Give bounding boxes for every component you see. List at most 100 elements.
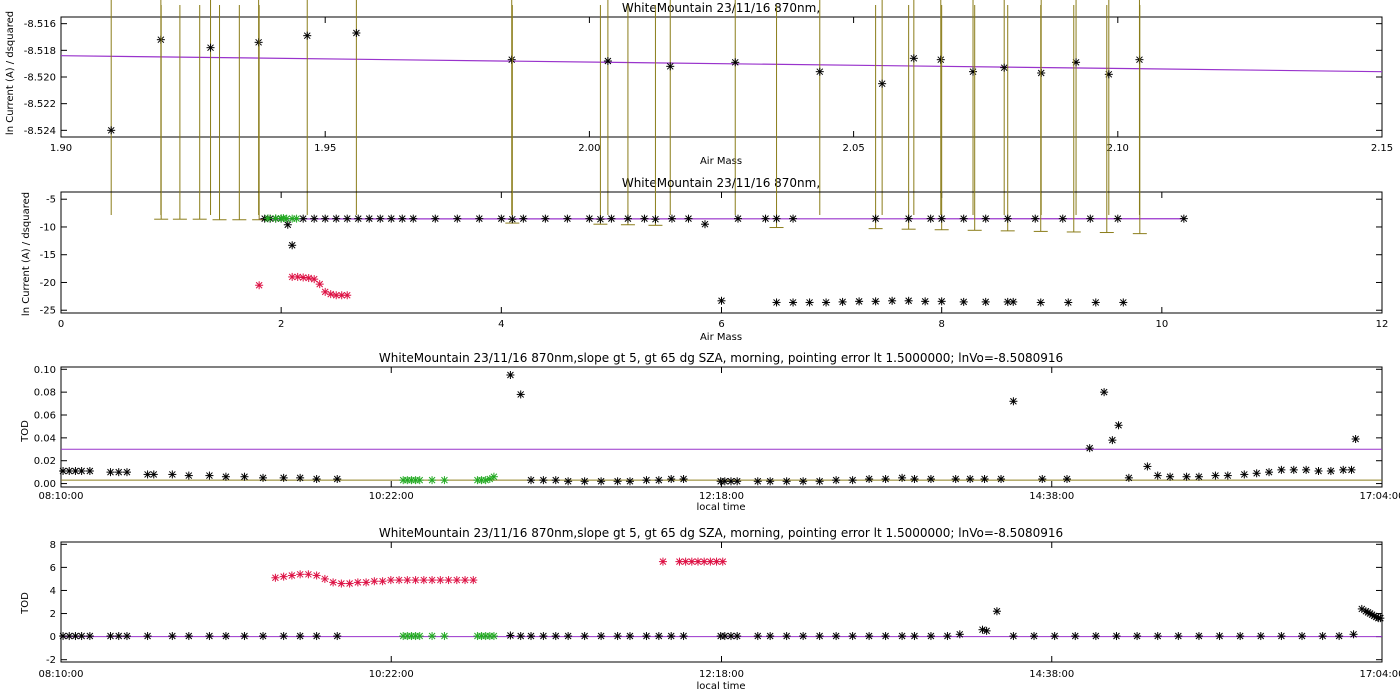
data-point (85, 632, 94, 641)
data-point (326, 290, 335, 299)
data-point-stroke (676, 558, 683, 565)
data-point (453, 214, 462, 223)
data-point (1194, 472, 1203, 481)
data-point (304, 274, 313, 283)
data-point (279, 572, 288, 581)
data-point-stroke (1010, 632, 1017, 640)
data-point (332, 214, 341, 223)
data-point (299, 273, 308, 282)
data-point-stroke (982, 298, 990, 306)
x-tick-label: 4 (498, 319, 504, 330)
data-point-stroke (816, 68, 824, 76)
data-point-stroke (927, 215, 935, 222)
data-point (642, 632, 651, 641)
x-axis-label: Air Mass (700, 156, 742, 167)
data-point-stroke (416, 632, 424, 640)
data-point-stroke (428, 576, 436, 584)
data-point (700, 557, 709, 566)
x-axis-label: local time (696, 502, 745, 513)
data-point (1252, 469, 1261, 478)
data-point (761, 214, 770, 223)
x-tick-label: 08:10:00 (39, 491, 84, 502)
data-point-stroke (643, 632, 650, 640)
data-point-stroke (718, 297, 725, 305)
data-point-stroke (343, 215, 351, 222)
data-point-stroke (185, 472, 193, 479)
data-point (114, 632, 123, 641)
data-point (926, 632, 935, 641)
y-tick-label: 2 (50, 609, 56, 620)
data-point (789, 298, 798, 307)
data-point-stroke (1339, 466, 1347, 474)
data-point-stroke (1216, 632, 1223, 640)
data-point-stroke (370, 577, 378, 585)
data-point-stroke (482, 476, 490, 484)
data-point-stroke (773, 299, 780, 306)
data-point (679, 632, 688, 641)
data-point (419, 576, 428, 585)
y-tick-label: -8.522 (24, 99, 56, 110)
data-point-stroke (420, 576, 428, 584)
data-point (1179, 214, 1188, 223)
y-tick-label: 8 (50, 540, 56, 551)
data-point-stroke (343, 291, 351, 299)
data-point-stroke (993, 607, 1001, 615)
data-point-stroke (259, 632, 267, 640)
y-tick-label: 0.00 (34, 479, 56, 490)
data-point-stroke (365, 215, 373, 222)
data-point-stroke (313, 632, 320, 640)
data-point (362, 578, 371, 587)
data-point (881, 632, 890, 641)
data-point-stroke (1031, 215, 1039, 222)
data-point (848, 476, 857, 485)
data-point (333, 475, 342, 483)
data-point-stroke (700, 558, 708, 565)
data-point-stroke (682, 558, 689, 565)
data-point-stroke (727, 632, 735, 640)
data-point-stroke (1059, 215, 1067, 222)
data-point-stroke (395, 576, 403, 584)
data-point (937, 297, 946, 306)
y-tick-label: 0.06 (34, 411, 56, 422)
data-point (114, 468, 123, 477)
data-point (1085, 444, 1094, 453)
data-point (603, 57, 612, 65)
data-point-stroke (734, 215, 742, 222)
data-point-stroke (412, 576, 419, 584)
data-point (855, 297, 864, 306)
data-point (516, 632, 525, 641)
data-point (507, 55, 516, 64)
data-point-stroke (1265, 468, 1273, 476)
data-point (992, 607, 1001, 616)
data-point (1349, 630, 1358, 639)
data-point (1351, 435, 1360, 443)
data-point-stroke (346, 580, 353, 587)
data-point (640, 214, 649, 223)
data-point-stroke (272, 574, 279, 582)
data-point (519, 214, 528, 223)
data-point (1104, 70, 1113, 79)
data-point-stroke (72, 632, 79, 640)
data-point-stroke (222, 632, 230, 640)
data-point (731, 58, 740, 67)
data-point (623, 214, 632, 223)
data-point-stroke (666, 62, 674, 70)
data-point-stroke (586, 215, 593, 222)
data-point-stroke (115, 468, 123, 476)
x-tick-label: 12:18:00 (699, 491, 744, 502)
data-point-stroke (280, 573, 287, 580)
data-point-stroke (614, 477, 621, 485)
y-tick-label: 4 (50, 586, 56, 597)
data-point-stroke (960, 298, 968, 306)
data-point-stroke (321, 215, 329, 222)
y-axis-label: TOD (20, 420, 31, 443)
data-point-stroke (1092, 632, 1100, 640)
data-point (596, 215, 605, 224)
data-point (1091, 632, 1100, 641)
data-point (563, 214, 572, 223)
data-point-stroke (59, 467, 67, 475)
data-point (981, 297, 990, 306)
data-point (1194, 632, 1203, 641)
data-point (1265, 468, 1274, 477)
data-point (720, 632, 729, 641)
